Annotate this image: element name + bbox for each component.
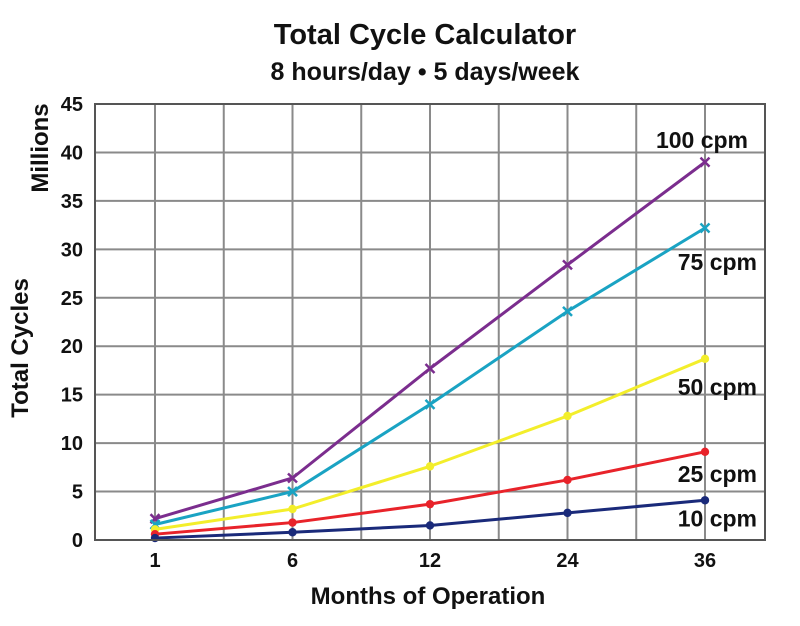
x-tick-label: 1 — [149, 550, 160, 572]
y-tick-label: 40 — [61, 142, 83, 164]
data-point — [562, 259, 573, 271]
series-75-cpm — [149, 222, 711, 530]
data-point — [287, 486, 298, 497]
data-point — [700, 447, 710, 457]
data-point — [700, 354, 710, 364]
series-label: 50 cpm — [678, 374, 757, 400]
y-tick-label: 45 — [61, 94, 83, 116]
x-tick-label: 12 — [419, 550, 441, 572]
x-tick-label: 36 — [694, 550, 716, 572]
data-point — [150, 533, 160, 543]
x-tick-label: 24 — [556, 550, 579, 572]
data-point — [563, 411, 572, 421]
y-axis-label: Total Cycles — [7, 278, 34, 418]
y-ticks: 0 5 10 15 20 25 30 35 40 45 — [61, 94, 83, 552]
y-tick-label: 10 — [61, 433, 83, 455]
data-point — [424, 363, 436, 374]
y-tick-label: 35 — [61, 191, 83, 213]
y-tick-label: 30 — [61, 239, 83, 261]
series-label: 10 cpm — [678, 505, 757, 531]
data-point — [563, 475, 572, 485]
y-unit-label: Millions — [27, 103, 54, 192]
data-point — [424, 398, 436, 410]
data-point — [425, 462, 435, 471]
y-tick-label: 25 — [61, 288, 83, 310]
data-point — [425, 499, 435, 509]
series-label: 75 cpm — [678, 249, 757, 275]
y-tick-label: 15 — [61, 385, 83, 407]
data-point — [563, 508, 572, 518]
y-tick-label: 5 — [72, 482, 83, 504]
data-point — [288, 528, 297, 537]
data-point — [699, 156, 711, 168]
data-point — [699, 222, 711, 234]
x-ticks: 1 6 12 24 36 — [149, 550, 716, 572]
series-25-cpm — [150, 447, 710, 539]
plot-frame — [94, 103, 766, 541]
series-label: 100 cpm — [656, 127, 748, 153]
series-labels: 100 cpm 75 cpm 50 cpm 25 cpm 10 cpm — [656, 127, 757, 531]
data-point — [700, 496, 710, 505]
data-point — [562, 305, 573, 317]
data-point — [288, 504, 297, 514]
data-point — [425, 521, 435, 530]
series-100-cpm — [149, 156, 711, 525]
chart-title: Total Cycle Calculator — [274, 19, 576, 51]
series-50-cpm — [150, 354, 710, 534]
data-point — [288, 518, 297, 527]
y-tick-label: 0 — [72, 530, 83, 552]
series-layer — [149, 156, 711, 543]
y-tick-label: 20 — [61, 336, 83, 358]
data-point — [287, 472, 298, 484]
x-tick-label: 6 — [287, 550, 298, 572]
chart-subtitle: 8 hours/day • 5 days/week — [271, 58, 580, 86]
x-axis-label: Months of Operation — [311, 583, 546, 610]
series-label: 25 cpm — [678, 461, 757, 487]
